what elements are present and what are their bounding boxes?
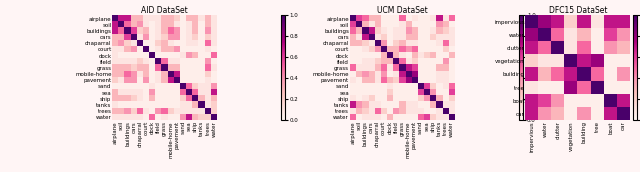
Title: DFC15 DataSet: DFC15 DataSet <box>548 6 607 15</box>
Title: AID DataSet: AID DataSet <box>141 6 188 15</box>
Title: UCM DataSet: UCM DataSet <box>377 6 428 15</box>
